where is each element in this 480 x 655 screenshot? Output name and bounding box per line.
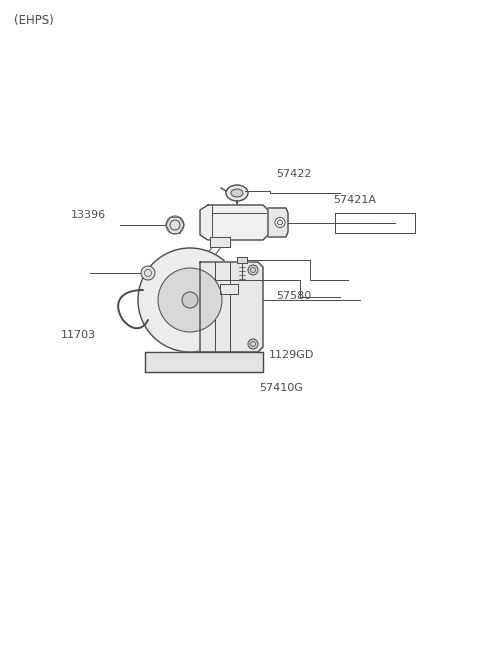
Text: (EHPS): (EHPS) bbox=[14, 14, 54, 28]
Text: 11703: 11703 bbox=[61, 330, 96, 341]
Polygon shape bbox=[237, 257, 247, 263]
Ellipse shape bbox=[141, 266, 155, 280]
Text: 13396: 13396 bbox=[71, 210, 106, 220]
Text: 57580: 57580 bbox=[276, 291, 311, 301]
Text: 1129GD: 1129GD bbox=[269, 350, 314, 360]
Ellipse shape bbox=[182, 292, 198, 308]
Polygon shape bbox=[268, 208, 288, 237]
Ellipse shape bbox=[138, 248, 242, 352]
Ellipse shape bbox=[231, 189, 243, 197]
Polygon shape bbox=[200, 262, 263, 352]
Polygon shape bbox=[200, 205, 268, 240]
Polygon shape bbox=[145, 352, 263, 372]
Ellipse shape bbox=[226, 185, 248, 201]
Text: 57421A: 57421A bbox=[334, 195, 377, 205]
Ellipse shape bbox=[275, 217, 285, 227]
Polygon shape bbox=[210, 237, 230, 247]
Text: 57422: 57422 bbox=[276, 168, 312, 179]
Text: 57410G: 57410G bbox=[259, 383, 303, 393]
Ellipse shape bbox=[158, 268, 222, 332]
Polygon shape bbox=[220, 284, 238, 294]
Ellipse shape bbox=[166, 216, 184, 234]
Ellipse shape bbox=[248, 265, 258, 275]
Ellipse shape bbox=[248, 339, 258, 349]
